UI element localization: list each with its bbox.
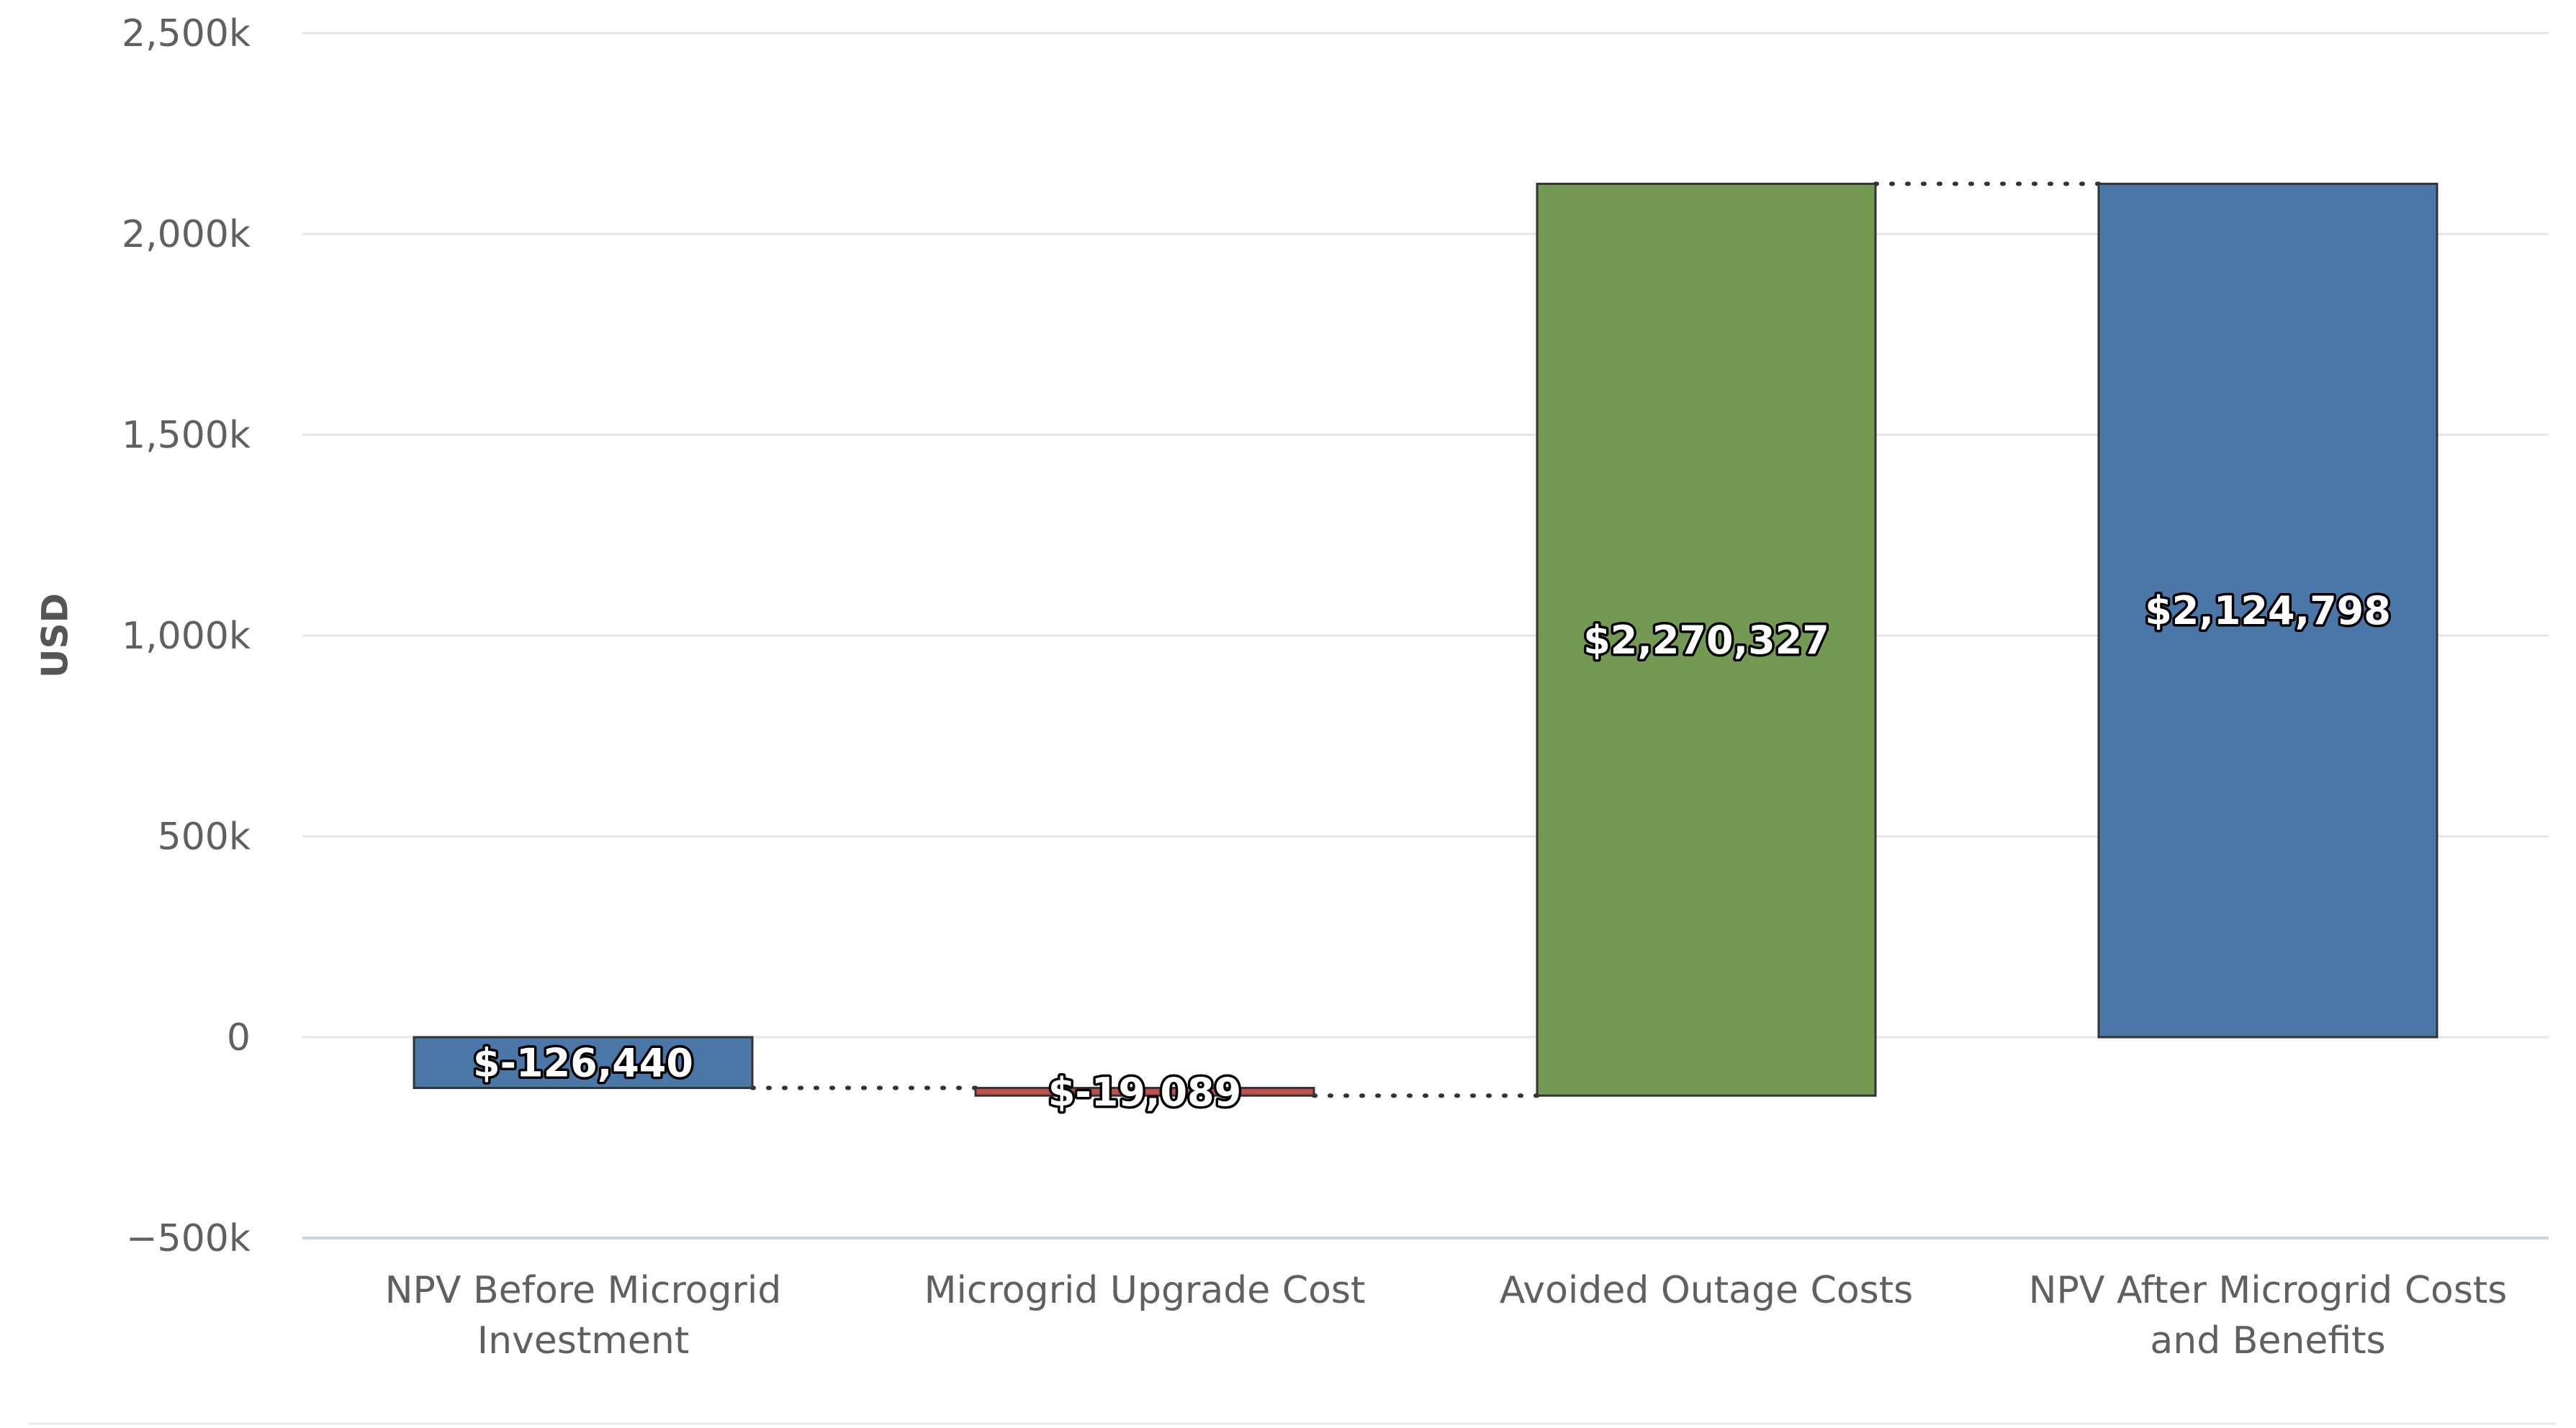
y-tick-label: 500k [158, 815, 251, 859]
x-category-label: NPV Before Microgrid Investment [385, 1269, 782, 1363]
bar[interactable] [2097, 182, 2438, 1039]
y-tick-label: 1,500k [122, 414, 251, 457]
y-tick-label: −500k [126, 1217, 251, 1260]
x-category-label: NPV After Microgrid Costs and Benefits [2029, 1269, 2508, 1363]
connector-lines [750, 181, 2101, 1098]
bars [413, 182, 2438, 1097]
data-label: $-126,440 [473, 1040, 693, 1085]
data-label: $2,124,798 [2145, 588, 2391, 633]
bar[interactable] [1536, 182, 1877, 1097]
y-axis-title: USD [35, 593, 76, 678]
x-category-label: Avoided Outage Costs [1500, 1269, 1913, 1312]
data-label: $-19,089 [1048, 1070, 1241, 1115]
bar[interactable] [974, 1087, 1315, 1097]
data-labels: $-126,440 $-19,089 $2,270,327 $2,124,798 [471, 586, 2394, 1118]
y-axis-tick-labels: −500k 0 500k 1,000k 1,500k 2,000k 2,500k [122, 12, 251, 1260]
y-tick-label: 0 [227, 1016, 251, 1059]
y-tick-label: 1,000k [122, 615, 251, 658]
x-axis-category-labels: NPV Before Microgrid Investment Microgrid … [385, 1269, 2508, 1363]
data-label: $2,270,327 [1583, 618, 1829, 663]
y-tick-label: 2,000k [122, 213, 251, 256]
bar[interactable] [413, 1036, 754, 1090]
x-category-label: Microgrid Upgrade Cost [924, 1269, 1366, 1312]
y-tick-label: 2,500k [122, 12, 251, 55]
